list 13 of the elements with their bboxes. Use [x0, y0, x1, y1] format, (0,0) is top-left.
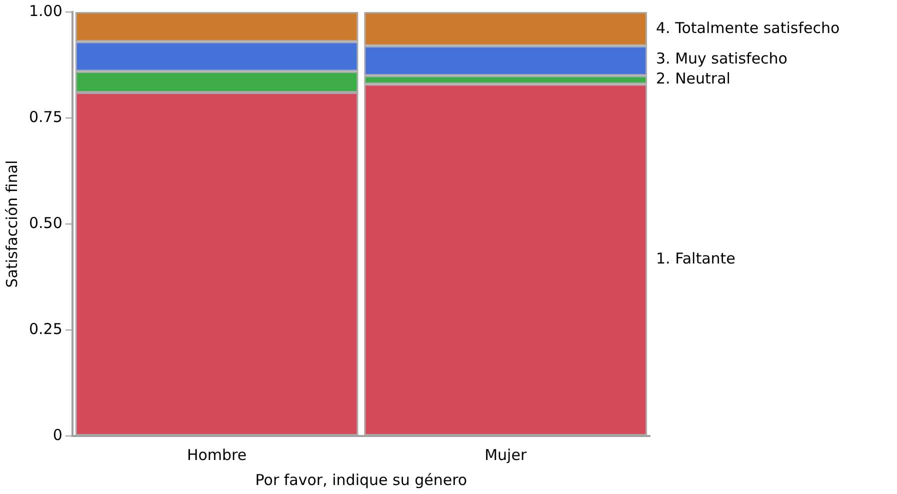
y-axis-title: Satisfacción final — [2, 160, 21, 288]
series-label: 4. Totalmente satisfecho — [656, 18, 840, 37]
y-tick-label: 0 — [52, 426, 62, 444]
series-label: 2. Neutral — [656, 70, 730, 88]
series-label: 3. Muy satisfecho — [656, 50, 788, 68]
y-tick-label: 0.25 — [28, 320, 62, 338]
y-tick-label: 0.75 — [28, 108, 62, 126]
x-axis-title: Por favor, indique su género — [255, 470, 468, 489]
x-tick-label: Hombre — [186, 446, 247, 464]
series-label: 1. Faltante — [656, 250, 736, 268]
y-tick-label: 1.00 — [28, 2, 62, 20]
y-tick-label: 0.50 — [28, 214, 62, 232]
x-tick-label: Mujer — [484, 446, 528, 464]
